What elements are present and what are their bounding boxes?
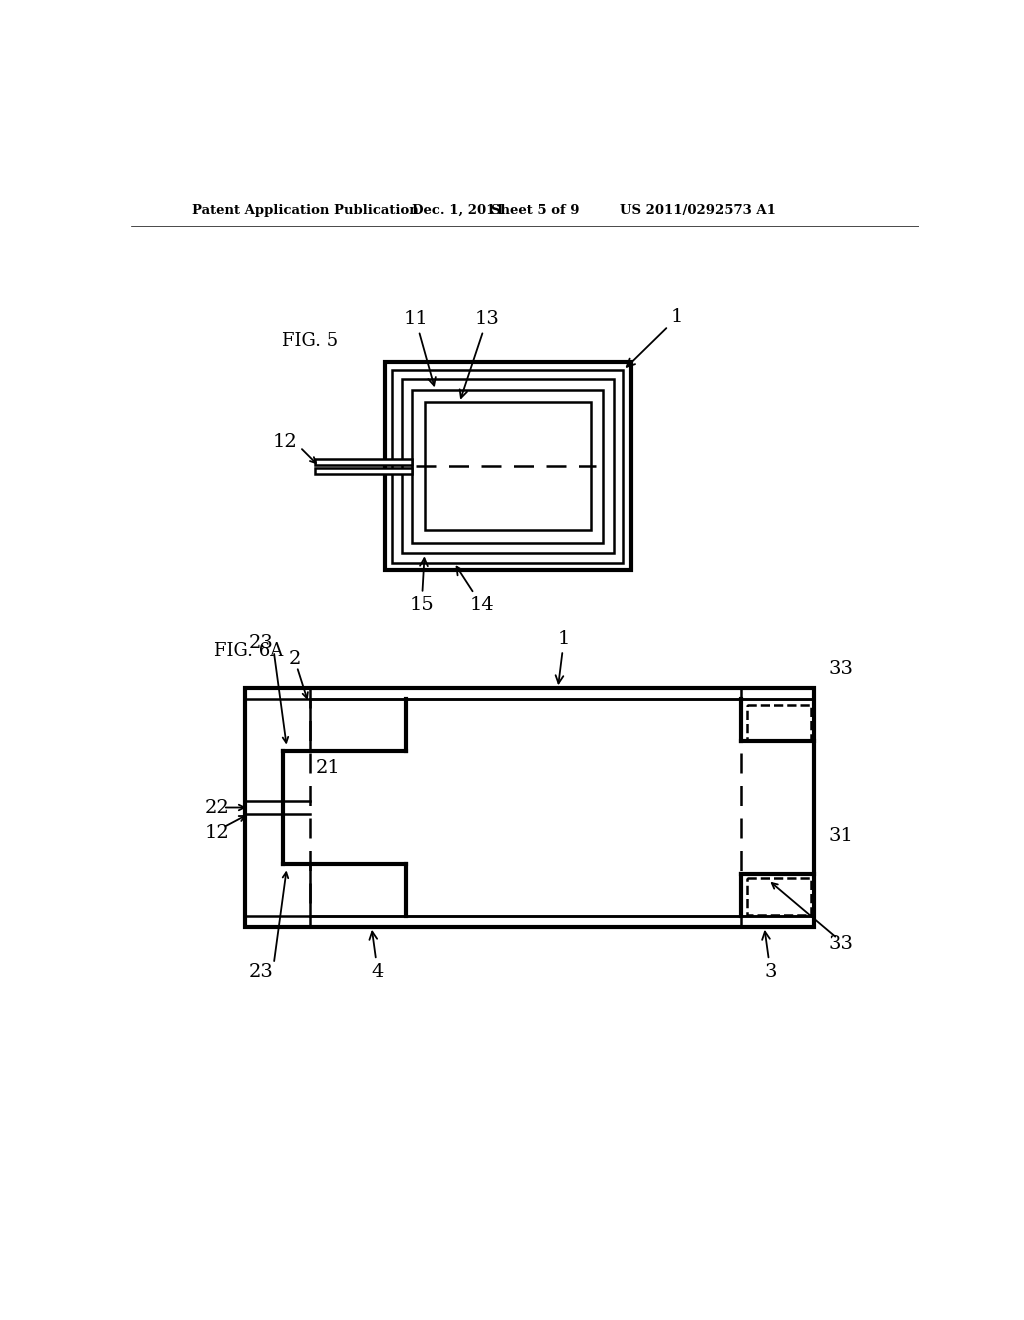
Text: 23: 23 [249, 962, 273, 981]
Text: Dec. 1, 2011: Dec. 1, 2011 [412, 205, 504, 218]
Text: 12: 12 [273, 433, 298, 450]
Text: 33: 33 [828, 935, 853, 953]
Text: 1: 1 [556, 630, 570, 684]
Text: Sheet 5 of 9: Sheet 5 of 9 [490, 205, 580, 218]
Text: 13: 13 [460, 310, 500, 397]
Text: 31: 31 [828, 828, 853, 845]
Text: 14: 14 [457, 566, 495, 614]
Text: 21: 21 [316, 759, 341, 777]
Text: 3: 3 [762, 932, 777, 981]
Text: 15: 15 [410, 558, 434, 614]
Bar [392, 370, 624, 562]
Text: 22: 22 [205, 799, 229, 817]
Bar [315, 469, 413, 474]
Bar [413, 391, 603, 543]
Bar [748, 705, 811, 742]
Text: US 2011/0292573 A1: US 2011/0292573 A1 [620, 205, 775, 218]
Bar [245, 688, 814, 927]
Text: 23: 23 [249, 635, 273, 652]
Bar [401, 379, 614, 553]
Text: 1: 1 [627, 309, 683, 367]
Text: 11: 11 [403, 310, 436, 385]
Text: FIG. 5: FIG. 5 [283, 331, 338, 350]
Text: 2: 2 [289, 649, 301, 668]
Bar [425, 403, 591, 531]
Text: Patent Application Publication: Patent Application Publication [193, 205, 419, 218]
Text: FIG. 6A: FIG. 6A [214, 643, 283, 660]
Bar [385, 363, 631, 570]
Text: 12: 12 [205, 824, 229, 842]
Text: 4: 4 [370, 932, 384, 981]
Bar [315, 459, 413, 465]
Bar [748, 878, 811, 915]
Text: 33: 33 [828, 660, 853, 678]
